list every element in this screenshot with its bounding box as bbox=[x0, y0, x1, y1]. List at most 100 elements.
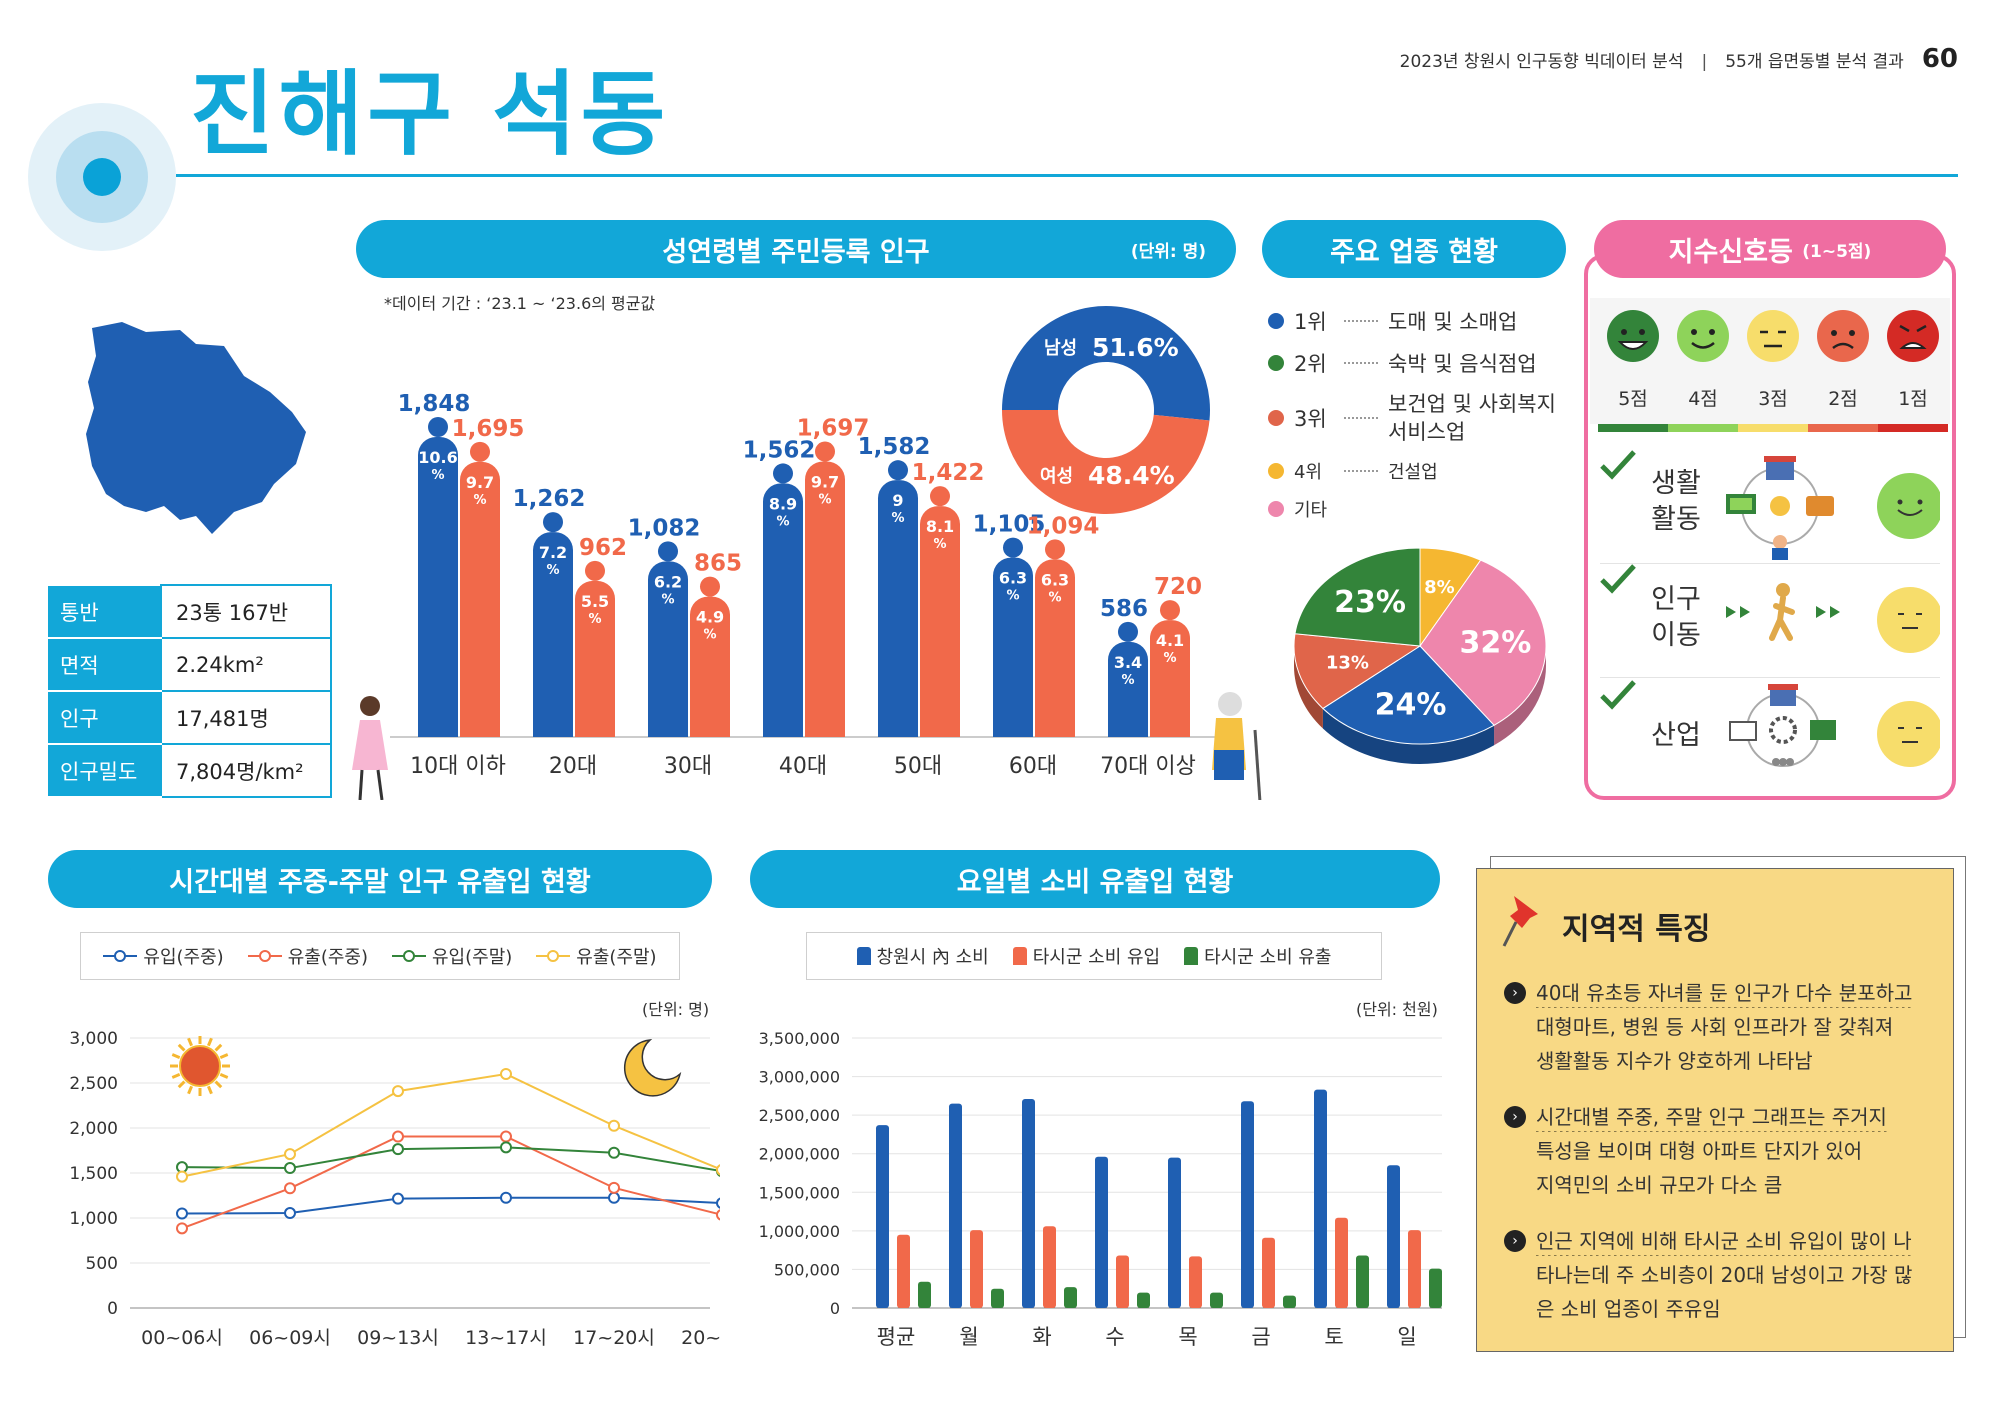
y-tick-label: 3,000 bbox=[69, 1029, 118, 1049]
industry-slice-side bbox=[1494, 646, 1546, 746]
gender-slice-value: 48.4% bbox=[1088, 461, 1175, 490]
age-category-label: 60대 bbox=[1009, 754, 1057, 779]
legend-label: 유출(주중) bbox=[287, 947, 368, 968]
population-value-label: 865 bbox=[694, 551, 742, 577]
industry-name: 보건업 및 사회복지 서비스업 bbox=[1388, 392, 1556, 444]
population-bar bbox=[1108, 641, 1148, 737]
consumption-bar bbox=[1095, 1156, 1108, 1308]
population-bar-base bbox=[418, 717, 458, 737]
sun-ray bbox=[187, 1085, 193, 1095]
x-tick-label: 수 bbox=[1105, 1325, 1124, 1349]
population-pct-label: 8.9 bbox=[769, 494, 797, 513]
series-line bbox=[181, 1135, 720, 1230]
feature-line: 대형마트, 병원 등 사회 인프라가 잘 갖춰져 bbox=[1536, 1015, 1894, 1039]
series-point bbox=[608, 1181, 620, 1194]
legend-dot-rank1 bbox=[1268, 313, 1284, 329]
population-value-label: 586 bbox=[1100, 596, 1148, 622]
consumption-bar bbox=[1168, 1157, 1181, 1308]
series-point bbox=[608, 1119, 620, 1132]
population-pct-sign: % bbox=[661, 592, 674, 607]
gender-slice-name: 남성 bbox=[1044, 338, 1077, 359]
signal-row-label-line: 인구 bbox=[1651, 584, 1701, 615]
leader-dots bbox=[1344, 320, 1378, 322]
stats-row: 통반 23통 167반 bbox=[48, 584, 332, 639]
population-pct-sign: % bbox=[818, 493, 831, 508]
population-marker-head bbox=[470, 441, 490, 462]
scale-label: 5점 bbox=[1618, 388, 1648, 410]
legend-line-marker bbox=[392, 950, 426, 962]
population-marker-head bbox=[1045, 539, 1065, 560]
legend-item: 타시군 소비 유입 bbox=[1012, 943, 1161, 969]
y-tick-label: 1,500 bbox=[69, 1164, 118, 1184]
leader-dots bbox=[1344, 362, 1378, 364]
population-value-label: 962 bbox=[579, 535, 627, 561]
header-separator: | bbox=[1701, 52, 1708, 72]
age-category-label: 40대 bbox=[779, 754, 827, 779]
industry-legend-item: 4위 건설업 bbox=[1268, 458, 1568, 484]
population-bar bbox=[418, 437, 458, 737]
legend-label: 창원시 內 소비 bbox=[876, 947, 989, 968]
population-pct-label: 3.4 bbox=[1114, 653, 1142, 672]
population-bar-base bbox=[460, 717, 500, 737]
population-value-label: 1,082 bbox=[628, 515, 701, 541]
population-pct-sign: % bbox=[1006, 589, 1019, 604]
industry-slice bbox=[1419, 559, 1547, 726]
population-marker-head bbox=[700, 576, 720, 597]
industry-name: 숙박 및 음식점업 bbox=[1388, 352, 1537, 376]
series-point bbox=[608, 1191, 620, 1204]
industry-slice-side bbox=[1294, 646, 1323, 729]
age-category-label: 10대 이하 bbox=[410, 754, 506, 779]
industry-legend-item: 2위 숙박 및 음식점업 bbox=[1268, 348, 1568, 378]
face-score3-icon bbox=[1747, 310, 1799, 362]
sun-ray bbox=[219, 1073, 229, 1079]
population-marker-head bbox=[428, 417, 448, 437]
signal-row-label-line: 산업 bbox=[1651, 720, 1701, 751]
stats-key: 통반 bbox=[48, 584, 162, 639]
sun-ray bbox=[214, 1043, 223, 1052]
series-line bbox=[181, 1146, 720, 1172]
sun-ray bbox=[171, 1053, 181, 1059]
signal-divider bbox=[1600, 677, 1940, 678]
chevron-right-icon: › bbox=[1504, 982, 1526, 1004]
population-bar bbox=[690, 596, 730, 737]
industry-name: 도매 및 소매업 bbox=[1388, 310, 1518, 334]
industry-slice-side bbox=[1322, 708, 1495, 764]
series-point bbox=[500, 1068, 512, 1080]
population-pct-label: 9 bbox=[892, 491, 903, 510]
scale-label: 3점 bbox=[1758, 388, 1788, 410]
population-bar-base bbox=[690, 717, 730, 737]
y-tick-label: 2,500 bbox=[69, 1074, 118, 1094]
stats-row: 면적 2.24km² bbox=[48, 637, 332, 692]
elder-skirt bbox=[1214, 750, 1244, 780]
consumption-legend: 창원시 內 소비 타시군 소비 유입 타시군 소비 유출 bbox=[806, 932, 1382, 980]
age-category-label: 50대 bbox=[894, 754, 942, 779]
features-list: › 40대 유초등 자녀를 둔 인구가 다수 분포하고 대형마트, 병원 등 사… bbox=[1504, 976, 1944, 1348]
population-section-title: 성연령별 주민등록 인구 bbox=[662, 236, 930, 268]
cane bbox=[1253, 729, 1262, 800]
flow-section-title: 시간대별 주중-주말 인구 유출입 현황 bbox=[169, 866, 591, 898]
population-marker-head bbox=[1160, 600, 1180, 621]
legend-dot-rank2 bbox=[1268, 355, 1284, 371]
signal-face-scale bbox=[1607, 310, 1939, 362]
population-pct-sign: % bbox=[1163, 651, 1176, 666]
population-value-label: 1,562 bbox=[743, 437, 816, 463]
page-number: 60 bbox=[1921, 44, 1958, 74]
industry-name: 건설업 bbox=[1388, 462, 1438, 483]
age-category-label: 70대 이상 bbox=[1100, 754, 1196, 779]
population-bar bbox=[1150, 620, 1190, 737]
legend-label: 타시군 소비 유입 bbox=[1032, 947, 1161, 968]
signal-section-title: 지수신호등 bbox=[1668, 236, 1793, 268]
population-value-label: 1,105 bbox=[973, 512, 1046, 538]
population-bar-base bbox=[878, 717, 918, 737]
consumption-bar bbox=[1043, 1226, 1056, 1308]
stats-row: 인구밀도 7,804명/km² bbox=[48, 743, 332, 798]
gender-slice-value: 51.6% bbox=[1092, 333, 1179, 362]
report-subtitle: 55개 읍면동별 분석 결과 bbox=[1725, 52, 1904, 72]
population-bar-base bbox=[575, 717, 615, 737]
consumption-bar bbox=[1189, 1256, 1202, 1308]
population-value-label: 1,695 bbox=[452, 416, 525, 442]
sun-ray bbox=[214, 1080, 223, 1089]
signal-section-header: 지수신호등 (1~5점) bbox=[1594, 220, 1946, 278]
population-marker-head bbox=[888, 460, 908, 481]
population-bar-base bbox=[920, 717, 960, 737]
